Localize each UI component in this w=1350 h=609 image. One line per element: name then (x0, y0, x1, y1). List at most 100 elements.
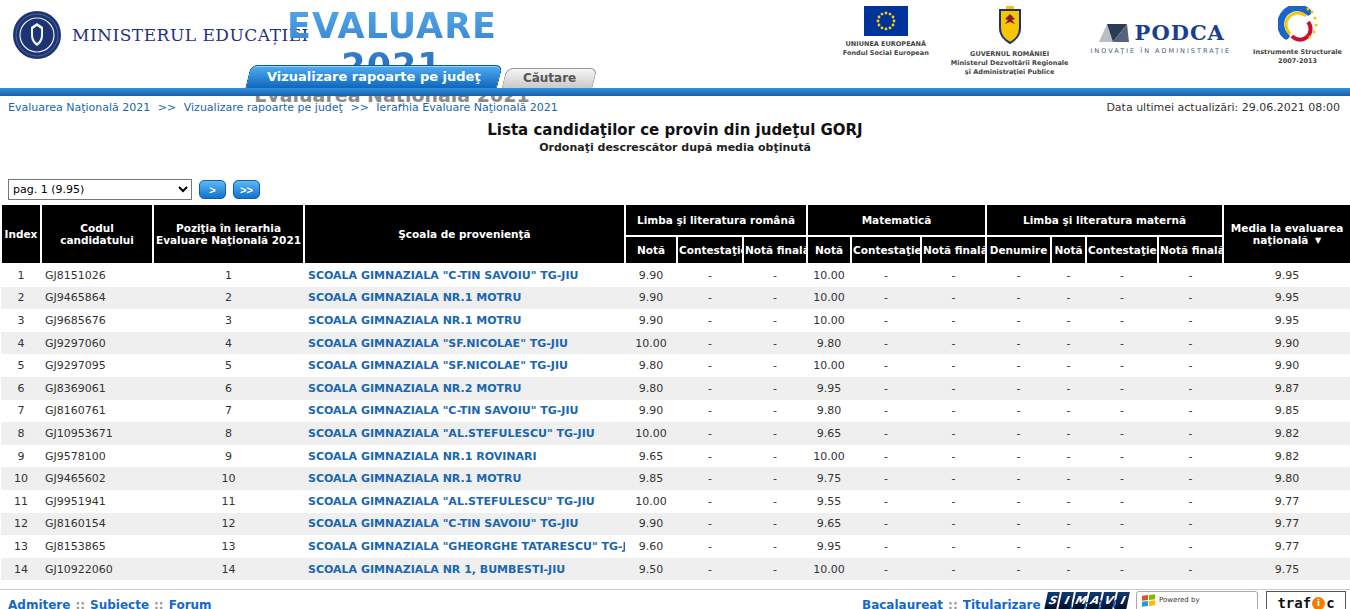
cell: - (921, 422, 986, 445)
cell: 2 (1, 287, 41, 310)
structural-instruments-logo: Instrumente Structurale 2007-2013 (1253, 6, 1342, 66)
cell: - (677, 467, 743, 490)
school-cell: SCOALA GIMNAZIALA NR 1, BUMBESTI-JIU (304, 558, 625, 581)
cell: 9.60 (625, 535, 677, 558)
cell: 6 (1, 377, 41, 400)
col-group-math: Matematică (807, 204, 986, 236)
school-link[interactable]: SCOALA GIMNAZIALA NR.1 MOTRU (308, 314, 521, 327)
cell: - (986, 287, 1051, 310)
tab-vizualizare-rapoarte[interactable]: Vizualizare rapoarte pe judeţ (245, 65, 502, 88)
cell: - (851, 309, 921, 332)
cell: - (1051, 445, 1086, 468)
podca-wordmark: PODCA (1135, 20, 1225, 45)
col-header-media-sort[interactable]: Media la evaluarea naţională ▼ (1223, 204, 1350, 264)
col-header-code: Codul candidatului (41, 204, 153, 264)
cell: GJ8160761 (41, 400, 153, 423)
tab-cautare[interactable]: Căutare (501, 68, 597, 88)
footer-link-subiecte[interactable]: Subiecte (90, 598, 149, 609)
cell: - (1051, 377, 1086, 400)
last-page-button[interactable]: >> (233, 180, 260, 199)
school-link[interactable]: SCOALA GIMNAZIALA NR 1, BUMBESTI-JIU (308, 563, 565, 576)
cell: GJ8160154 (41, 513, 153, 536)
school-link[interactable]: SCOALA GIMNAZIALA NR.1 MOTRU (308, 291, 521, 304)
table-row: 4GJ92970604SCOALA GIMNAZIALA "SF.NICOLAE… (1, 332, 1350, 355)
school-link[interactable]: SCOALA GIMNAZIALA NR.1 MOTRU (308, 472, 521, 485)
cell: 8 (1, 422, 41, 445)
school-link[interactable]: SCOALA GIMNAZIALA "AL.STEFULESCU" TG-JIU (308, 427, 595, 440)
cell: 9.80 (625, 354, 677, 377)
simavi-logo[interactable]: SIMAVI (1046, 592, 1128, 609)
cell: 9.95 (1223, 309, 1350, 332)
cell: GJ8369061 (41, 377, 153, 400)
cell: 10.00 (807, 354, 851, 377)
subcol-materna-contestatie: Contestaţie (1086, 236, 1158, 264)
last-update-text: Data ultimei actualizări: 29.06.2021 08:… (1106, 101, 1340, 118)
school-link[interactable]: SCOALA GIMNAZIALA "AL.STEFULESCU" TG-JIU (308, 495, 595, 508)
footer-link-forum[interactable]: Forum (169, 598, 212, 609)
cell: - (1051, 309, 1086, 332)
cell: 10.00 (807, 264, 851, 287)
cell: - (1158, 513, 1223, 536)
cell: - (1158, 332, 1223, 355)
cell: 10.00 (807, 309, 851, 332)
cell: - (851, 490, 921, 513)
cell: - (851, 422, 921, 445)
footer-link-separator: :: (75, 598, 85, 609)
cell: - (1086, 513, 1158, 536)
table-row: 13GJ815386513SCOALA GIMNAZIALA "GHEORGHE… (1, 535, 1350, 558)
cell: 6 (153, 377, 304, 400)
cell: 10.00 (625, 332, 677, 355)
cell: - (1086, 332, 1158, 355)
school-cell: SCOALA GIMNAZIALA "AL.STEFULESCU" TG-JIU (304, 422, 625, 445)
cell: GJ9297095 (41, 354, 153, 377)
simavi-letter-tile: I (1058, 592, 1074, 609)
eu-flag-icon (864, 6, 908, 36)
cell: - (743, 535, 807, 558)
school-link[interactable]: SCOALA GIMNAZIALA "C-TIN SAVOIU" TG-JIU (308, 269, 578, 282)
subcol-materna-nota-finala: Notă finală (1158, 236, 1223, 264)
school-link[interactable]: SCOALA GIMNAZIALA NR.1 ROVINARI (308, 450, 537, 463)
cell: - (986, 422, 1051, 445)
cell: 9.65 (625, 445, 677, 468)
school-link[interactable]: SCOALA GIMNAZIALA "C-TIN SAVOIU" TG-JIU (308, 404, 578, 417)
cell: - (1086, 490, 1158, 513)
cell: - (986, 332, 1051, 355)
page-select[interactable]: pag. 1 (9.95) (8, 179, 192, 200)
table-row: 1GJ81510261SCOALA GIMNAZIALA "C-TIN SAVO… (1, 264, 1350, 287)
table-row: 8GJ109536718SCOALA GIMNAZIALA "AL.STEFUL… (1, 422, 1350, 445)
footer-link-titularizare[interactable]: Titularizare (963, 598, 1041, 609)
cell: 9 (1, 445, 41, 468)
school-link[interactable]: SCOALA GIMNAZIALA NR.2 MOTRU (308, 382, 521, 395)
school-link[interactable]: SCOALA GIMNAZIALA "C-TIN SAVOIU" TG-JIU (308, 517, 578, 530)
windows-flag-icon (1142, 594, 1155, 606)
cell: - (986, 445, 1051, 468)
footer-link-admitere[interactable]: Admitere (8, 598, 70, 609)
cell: - (921, 467, 986, 490)
school-link[interactable]: SCOALA GIMNAZIALA "SF.NICOLAE" TG-JIU (308, 359, 568, 372)
footer-link-bacalaureat[interactable]: Bacalaureat (862, 598, 943, 609)
school-cell: SCOALA GIMNAZIALA "SF.NICOLAE" TG-JIU (304, 354, 625, 377)
cell: - (921, 400, 986, 423)
cell: - (1158, 535, 1223, 558)
cell: 2 (153, 287, 304, 310)
school-link[interactable]: SCOALA GIMNAZIALA "GHEORGHE TATARESCU" T… (308, 540, 625, 553)
cell: - (1051, 535, 1086, 558)
cell: 9.90 (625, 309, 677, 332)
cell: 9.75 (1223, 558, 1350, 581)
cell: - (743, 309, 807, 332)
cell: - (677, 400, 743, 423)
next-page-button[interactable]: > (199, 180, 226, 199)
page: MINISTERUL EDUCAȚIEI EVALUARE 2021 Evalu… (0, 0, 1350, 609)
cell: - (1086, 445, 1158, 468)
subcol-ro-contestatie: Contestaţie (677, 236, 743, 264)
trafic-counter[interactable]: traf i c (1266, 591, 1346, 609)
cell: - (743, 558, 807, 581)
cell: 10.00 (807, 445, 851, 468)
cell: - (677, 309, 743, 332)
cell: 4 (1, 332, 41, 355)
breadcrumb-link-evaluarea[interactable]: Evaluarea Naţională 2021 (8, 101, 150, 114)
powered-by-badge[interactable]: Powered by (1136, 591, 1258, 609)
school-link[interactable]: SCOALA GIMNAZIALA "SF.NICOLAE" TG-JIU (308, 337, 568, 350)
cell: - (743, 264, 807, 287)
breadcrumb-link-rapoarte[interactable]: Vizualizare rapoarte pe judeţ (184, 101, 343, 114)
